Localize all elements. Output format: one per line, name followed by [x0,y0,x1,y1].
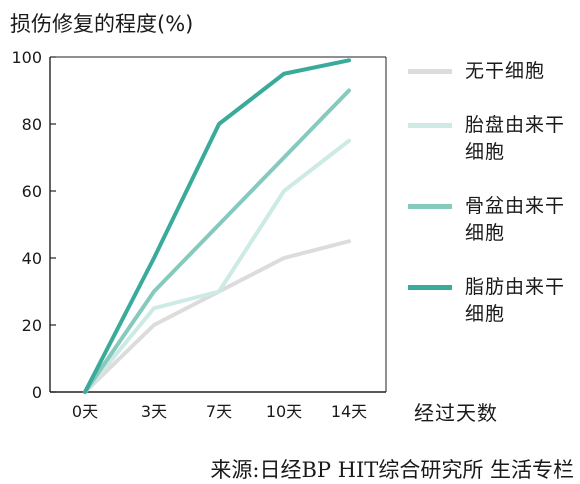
x-tick-label: 14天 [331,402,367,421]
y-axis-title: 损伤修复的程度(%) [10,12,194,36]
x-axis-title: 经过天数 [414,401,498,425]
legend: 无干细胞 胎盘由来干细胞 骨盆由来干细胞 脂肪由来干细胞 [408,58,573,355]
legend-item: 脂肪由来干细胞 [408,274,573,328]
x-tick-label: 0天 [72,402,98,421]
legend-label: 脂肪由来干细胞 [465,276,566,325]
x-tick-label: 10天 [266,402,302,421]
x-tick-label: 3天 [141,402,167,421]
legend-swatch [408,204,452,209]
y-tick-label: 80 [22,115,42,134]
legend-item: 无干细胞 [408,58,573,85]
legend-swatch [408,285,452,290]
series-line-3 [83,88,351,394]
legend-label: 无干细胞 [465,60,546,82]
y-tick-label: 20 [22,316,42,335]
legend-item: 胎盘由来干细胞 [408,112,573,166]
legend-item: 骨盆由来干细胞 [408,193,573,247]
y-tick-label: 40 [22,249,42,268]
source-note: 来源:日经BP HIT综合研究所 生活专栏 [210,458,574,482]
y-tick-label: 0 [32,383,42,402]
x-tick-label: 7天 [206,402,232,421]
legend-label: 骨盆由来干细胞 [465,195,566,244]
series-line-4 [83,58,351,394]
series-line-2 [83,138,351,394]
y-tick-label: 60 [22,182,42,201]
legend-swatch [408,69,452,74]
y-tick-label: 100 [11,48,42,67]
legend-label: 胎盘由来干细胞 [465,114,566,163]
legend-swatch [408,123,452,128]
